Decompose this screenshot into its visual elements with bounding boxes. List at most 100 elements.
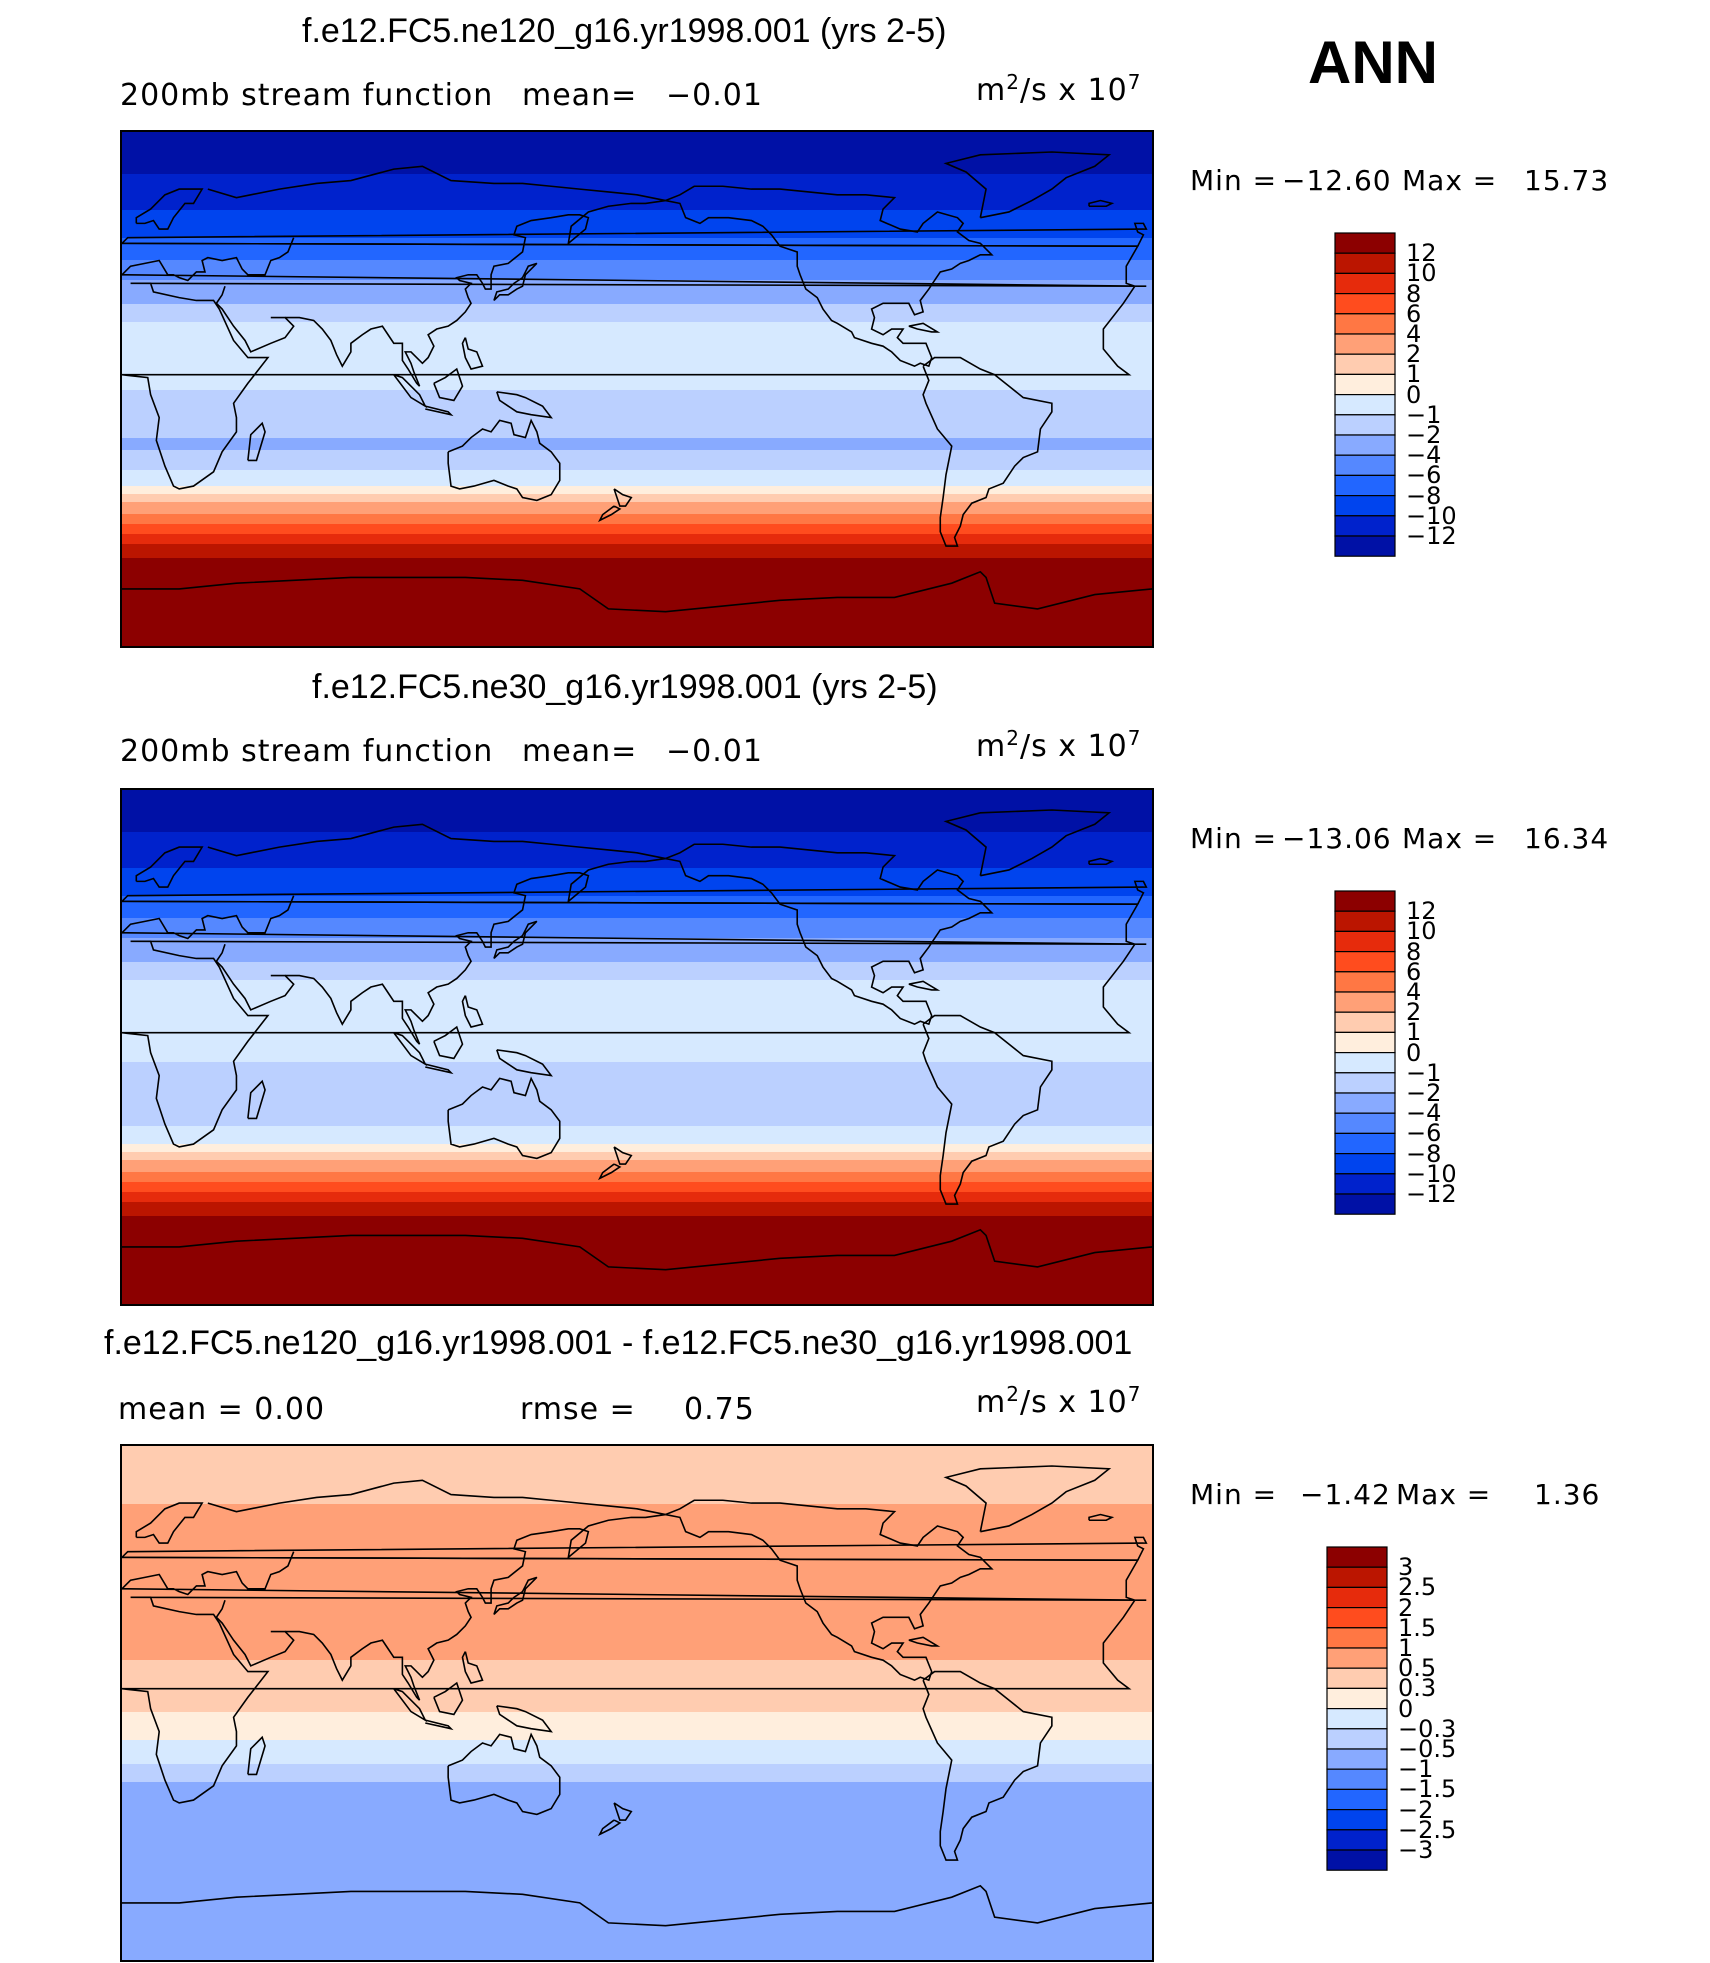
field-band: [122, 644, 1152, 646]
coastline: [425, 1719, 454, 1731]
coastline: [135, 1502, 204, 1544]
field-band: [122, 1092, 1152, 1095]
field-band: [122, 150, 1152, 153]
field-band: [122, 1238, 1152, 1241]
field-band: [122, 1658, 1152, 1661]
field-band: [122, 1730, 1152, 1733]
colorbar-tick-label: 12: [1406, 897, 1437, 926]
field-band: [122, 1114, 1152, 1117]
field-band: [122, 1138, 1152, 1141]
colorbar-tick-label: −8: [1406, 481, 1442, 510]
field-band: [122, 1530, 1152, 1533]
field-band: [122, 172, 1152, 175]
field-band: [122, 1886, 1152, 1889]
field-band: [122, 386, 1152, 389]
field-band: [122, 162, 1152, 165]
colorbar: 12 10 8 6 4 2 1 0 −1 −2 −4 −6 −8 −10 −12: [1334, 232, 1457, 562]
field-band: [122, 1612, 1152, 1615]
field-band: [122, 866, 1152, 869]
min-value: −1.42: [1300, 1478, 1391, 1511]
field-band: [122, 226, 1152, 229]
panel-title: f.e12.FC5.ne120_g16.yr1998.001 (yrs 2-5): [302, 12, 947, 50]
field-band: [122, 1836, 1152, 1839]
colorbar-box: [1334, 1153, 1396, 1175]
field-band: [122, 970, 1152, 973]
colorbar-box: [1334, 495, 1396, 517]
field-band: [122, 1638, 1152, 1641]
field-band: [122, 1082, 1152, 1085]
field-band: [122, 1656, 1152, 1659]
field-band: [122, 1922, 1152, 1925]
field-band: [122, 1514, 1152, 1517]
field-band: [122, 1134, 1152, 1137]
field-band: [122, 456, 1152, 459]
colorbar-tick-label: −6: [1406, 1119, 1442, 1148]
field-band: [122, 1876, 1152, 1879]
map-svg: [122, 790, 1152, 1304]
field-label: 200mb stream function: [120, 78, 494, 113]
field-band: [122, 892, 1152, 895]
field-band: [122, 452, 1152, 455]
field-band: [122, 534, 1152, 537]
field-band: [122, 422, 1152, 425]
field-band: [122, 638, 1152, 641]
field-band: [122, 946, 1152, 949]
field-band: [122, 420, 1152, 423]
coastline: [598, 1819, 622, 1837]
field-band: [122, 398, 1152, 401]
field-band: [122, 1488, 1152, 1491]
field-band: [122, 552, 1152, 555]
field-band: [122, 846, 1152, 849]
field-band: [122, 1260, 1152, 1263]
field-band: [122, 372, 1152, 375]
field-band: [122, 884, 1152, 887]
field-band: [122, 626, 1152, 629]
field-band: [122, 1704, 1152, 1707]
colorbar-tick-label: 12: [1406, 239, 1437, 268]
field-band: [122, 968, 1152, 971]
colorbar-box: [1334, 1092, 1396, 1114]
field-band: [122, 1274, 1152, 1277]
field-band: [122, 140, 1152, 143]
field-band: [122, 1520, 1152, 1523]
field-band: [122, 1948, 1152, 1951]
field-band: [122, 1562, 1152, 1565]
field-band: [122, 584, 1152, 587]
field-band: [122, 840, 1152, 843]
field-band: [122, 570, 1152, 573]
field-band: [122, 136, 1152, 139]
field-band: [122, 1004, 1152, 1007]
field-band: [122, 822, 1152, 825]
field-band: [122, 954, 1152, 957]
field-band: [122, 1136, 1152, 1139]
field-band: [122, 1600, 1152, 1603]
field-band: [122, 1674, 1152, 1677]
field-band: [122, 198, 1152, 201]
field-band: [122, 1548, 1152, 1551]
field-band: [122, 296, 1152, 299]
field-band: [122, 880, 1152, 883]
colorbar-tick-label: 6: [1406, 957, 1422, 986]
colorbar-box: [1326, 1829, 1388, 1851]
field-band: [122, 1568, 1152, 1571]
colorbar-box: [1334, 930, 1396, 953]
field-band: [122, 1226, 1152, 1229]
field-band: [122, 1556, 1152, 1559]
field-band: [122, 908, 1152, 911]
colorbar-tick-label: 10: [1406, 259, 1437, 288]
colorbar-box: [1334, 1072, 1396, 1094]
field-band: [122, 1456, 1152, 1459]
field-band: [122, 1666, 1152, 1669]
colorbar-box: [1334, 272, 1396, 295]
field-band: [122, 492, 1152, 495]
field-band: [122, 1080, 1152, 1083]
colorbar-tick-label: −1: [1406, 400, 1442, 429]
field-band: [122, 1094, 1152, 1097]
field-band: [122, 1084, 1152, 1087]
field-band: [122, 996, 1152, 999]
field-band: [122, 826, 1152, 829]
field-band: [122, 624, 1152, 627]
field-band: [122, 1702, 1152, 1705]
field-band: [122, 1518, 1152, 1521]
field-band: [122, 474, 1152, 477]
